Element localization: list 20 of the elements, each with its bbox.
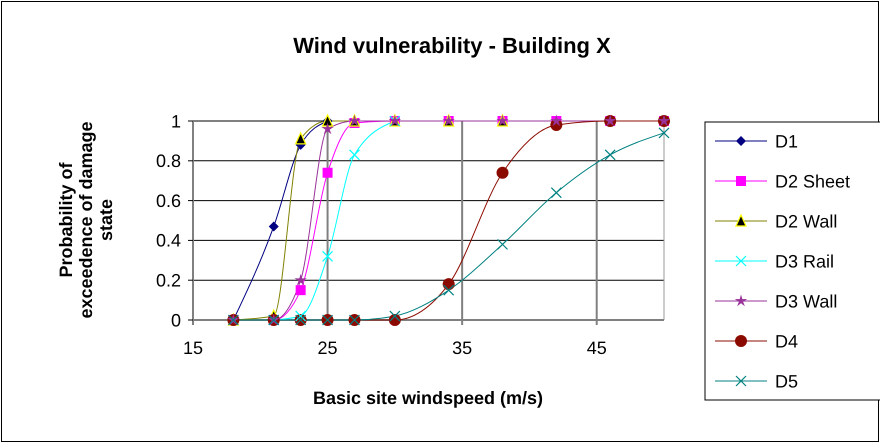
y-tick-label: 0.6 <box>156 190 181 211</box>
legend-label: D2 Sheet <box>775 171 850 192</box>
x-tick-label: 15 <box>182 338 204 358</box>
y-tick-label: 0.8 <box>156 151 181 172</box>
legend-label: D1 <box>775 131 798 152</box>
x-tick-label: 35 <box>452 338 472 358</box>
y-tick-label: 0.4 <box>156 230 181 251</box>
chart-title: Wind vulnerability - Building X <box>293 33 612 58</box>
y-tick-label: 1 <box>170 111 181 132</box>
y-tick-label: 0 <box>170 310 181 330</box>
x-axis-title: Basic site windspeed (m/s) <box>312 388 544 408</box>
legend-label: D3 Rail <box>775 251 834 272</box>
x-tick-label: 25 <box>318 338 338 358</box>
legend-label: D3 Wall <box>775 291 838 312</box>
x-tick-label: 45 <box>586 338 607 358</box>
legend-label: D4 <box>775 331 798 352</box>
legend-label: D5 <box>775 371 798 392</box>
y-tick-label: 0.2 <box>156 270 181 290</box>
legend-label: D2 Wall <box>775 211 838 232</box>
y-axis-title: Probability of exceedence of damage state <box>56 121 116 319</box>
